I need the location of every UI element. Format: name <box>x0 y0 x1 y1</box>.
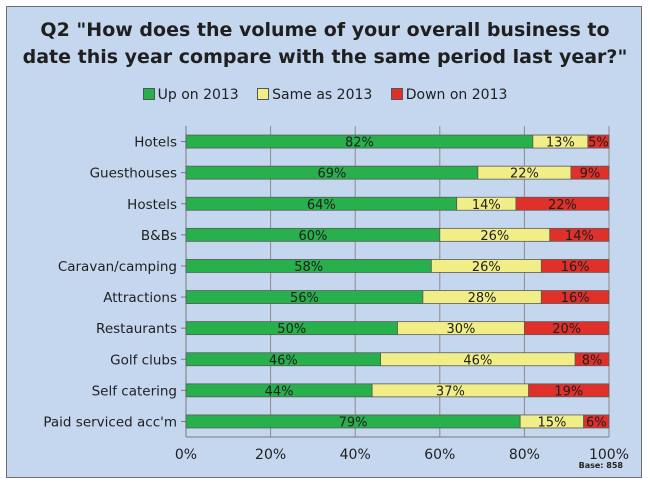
x-tick-label: 60% <box>424 447 455 463</box>
chart-frame: Q2 "How does the volume of your overall … <box>6 6 642 478</box>
data-label-down: 16% <box>561 260 590 275</box>
category-label: Paid serviced acc'm <box>43 414 177 430</box>
bar-segment-down <box>515 196 610 211</box>
bar-segment-down <box>570 165 610 180</box>
data-label-same: 30% <box>446 322 475 337</box>
chart-title-line-2: date this year compare with the same per… <box>22 46 628 68</box>
category-label: B&Bs <box>141 228 177 244</box>
data-label-down: 9% <box>580 167 601 182</box>
data-label-up: 46% <box>269 353 298 368</box>
data-label-same: 14% <box>472 198 501 213</box>
data-label-up: 56% <box>290 291 319 306</box>
data-label-same: 15% <box>537 415 566 430</box>
data-label-up: 44% <box>265 384 294 399</box>
category-label: Hostels <box>127 197 177 213</box>
data-label-down: 19% <box>554 384 583 399</box>
chart-legend: Up on 2013 Same as 2013 Down on 2013 <box>7 87 643 103</box>
x-tick-label: 80% <box>509 447 540 463</box>
bar-segment-down <box>540 290 610 304</box>
legend-item-up: Up on 2013 <box>142 87 239 103</box>
base-note: Base: 858 <box>578 461 623 470</box>
legend-item-same: Same as 2013 <box>257 87 372 103</box>
category-label: Guesthouses <box>90 166 177 182</box>
data-label-up: 69% <box>317 167 346 182</box>
data-label-same: 13% <box>546 136 575 151</box>
bar-segment-down <box>574 352 610 367</box>
legend-label-up: Up on 2013 <box>157 87 239 103</box>
data-label-same: 28% <box>468 291 497 306</box>
category-label: Caravan/camping <box>58 259 177 275</box>
legend-swatch-up <box>142 88 155 100</box>
legend-swatch-same <box>257 88 270 100</box>
data-label-down: 14% <box>565 229 594 244</box>
category-label: Golf clubs <box>110 352 177 368</box>
x-tick-label: 40% <box>340 447 371 463</box>
data-label-down: 22% <box>548 198 577 213</box>
data-label-down: 16% <box>561 291 590 306</box>
data-label-down: 5% <box>588 136 609 151</box>
legend-label-same: Same as 2013 <box>272 87 373 103</box>
chart-title: Q2 "How does the volume of your overall … <box>7 17 643 71</box>
x-tick-label: 20% <box>255 447 286 463</box>
x-tick-label: 100% <box>589 447 629 463</box>
legend-label-down: Down on 2013 <box>405 87 508 103</box>
data-label-up: 64% <box>307 198 336 213</box>
data-label-same: 26% <box>480 229 509 244</box>
data-label-down: 6% <box>586 415 607 430</box>
category-label: Hotels <box>134 135 177 151</box>
data-label-up: 60% <box>298 229 327 244</box>
data-label-up: 58% <box>294 260 323 275</box>
chart-title-line-1: Q2 "How does the volume of your overall … <box>40 19 610 41</box>
bar-chart: 0% 20% 40% 60% 80% 100% Hotels 82% 13% 5% Guesthou… <box>43 126 629 463</box>
data-label-up: 79% <box>339 415 368 430</box>
category-label: Restaurants <box>96 321 177 337</box>
x-tick-label: 0% <box>175 447 197 463</box>
bar-segment-down <box>528 383 610 398</box>
bar-segment-down <box>587 134 610 149</box>
legend-item-down: Down on 2013 <box>390 87 508 103</box>
bar-segment-down <box>540 259 610 273</box>
data-label-up: 82% <box>345 136 374 151</box>
category-label: Attractions <box>103 290 177 306</box>
data-label-same: 26% <box>472 260 501 275</box>
category-label: Self catering <box>92 383 177 399</box>
bar-segment-down <box>524 321 610 336</box>
data-label-same: 46% <box>463 353 492 368</box>
bar-segment-down <box>583 414 610 429</box>
legend-swatch-down <box>390 88 403 100</box>
data-label-up: 50% <box>277 322 306 337</box>
data-label-down: 8% <box>582 353 603 368</box>
data-label-same: 37% <box>436 384 465 399</box>
bar-segment-down <box>549 227 610 242</box>
data-label-down: 20% <box>552 322 581 337</box>
data-label-same: 22% <box>510 167 539 182</box>
